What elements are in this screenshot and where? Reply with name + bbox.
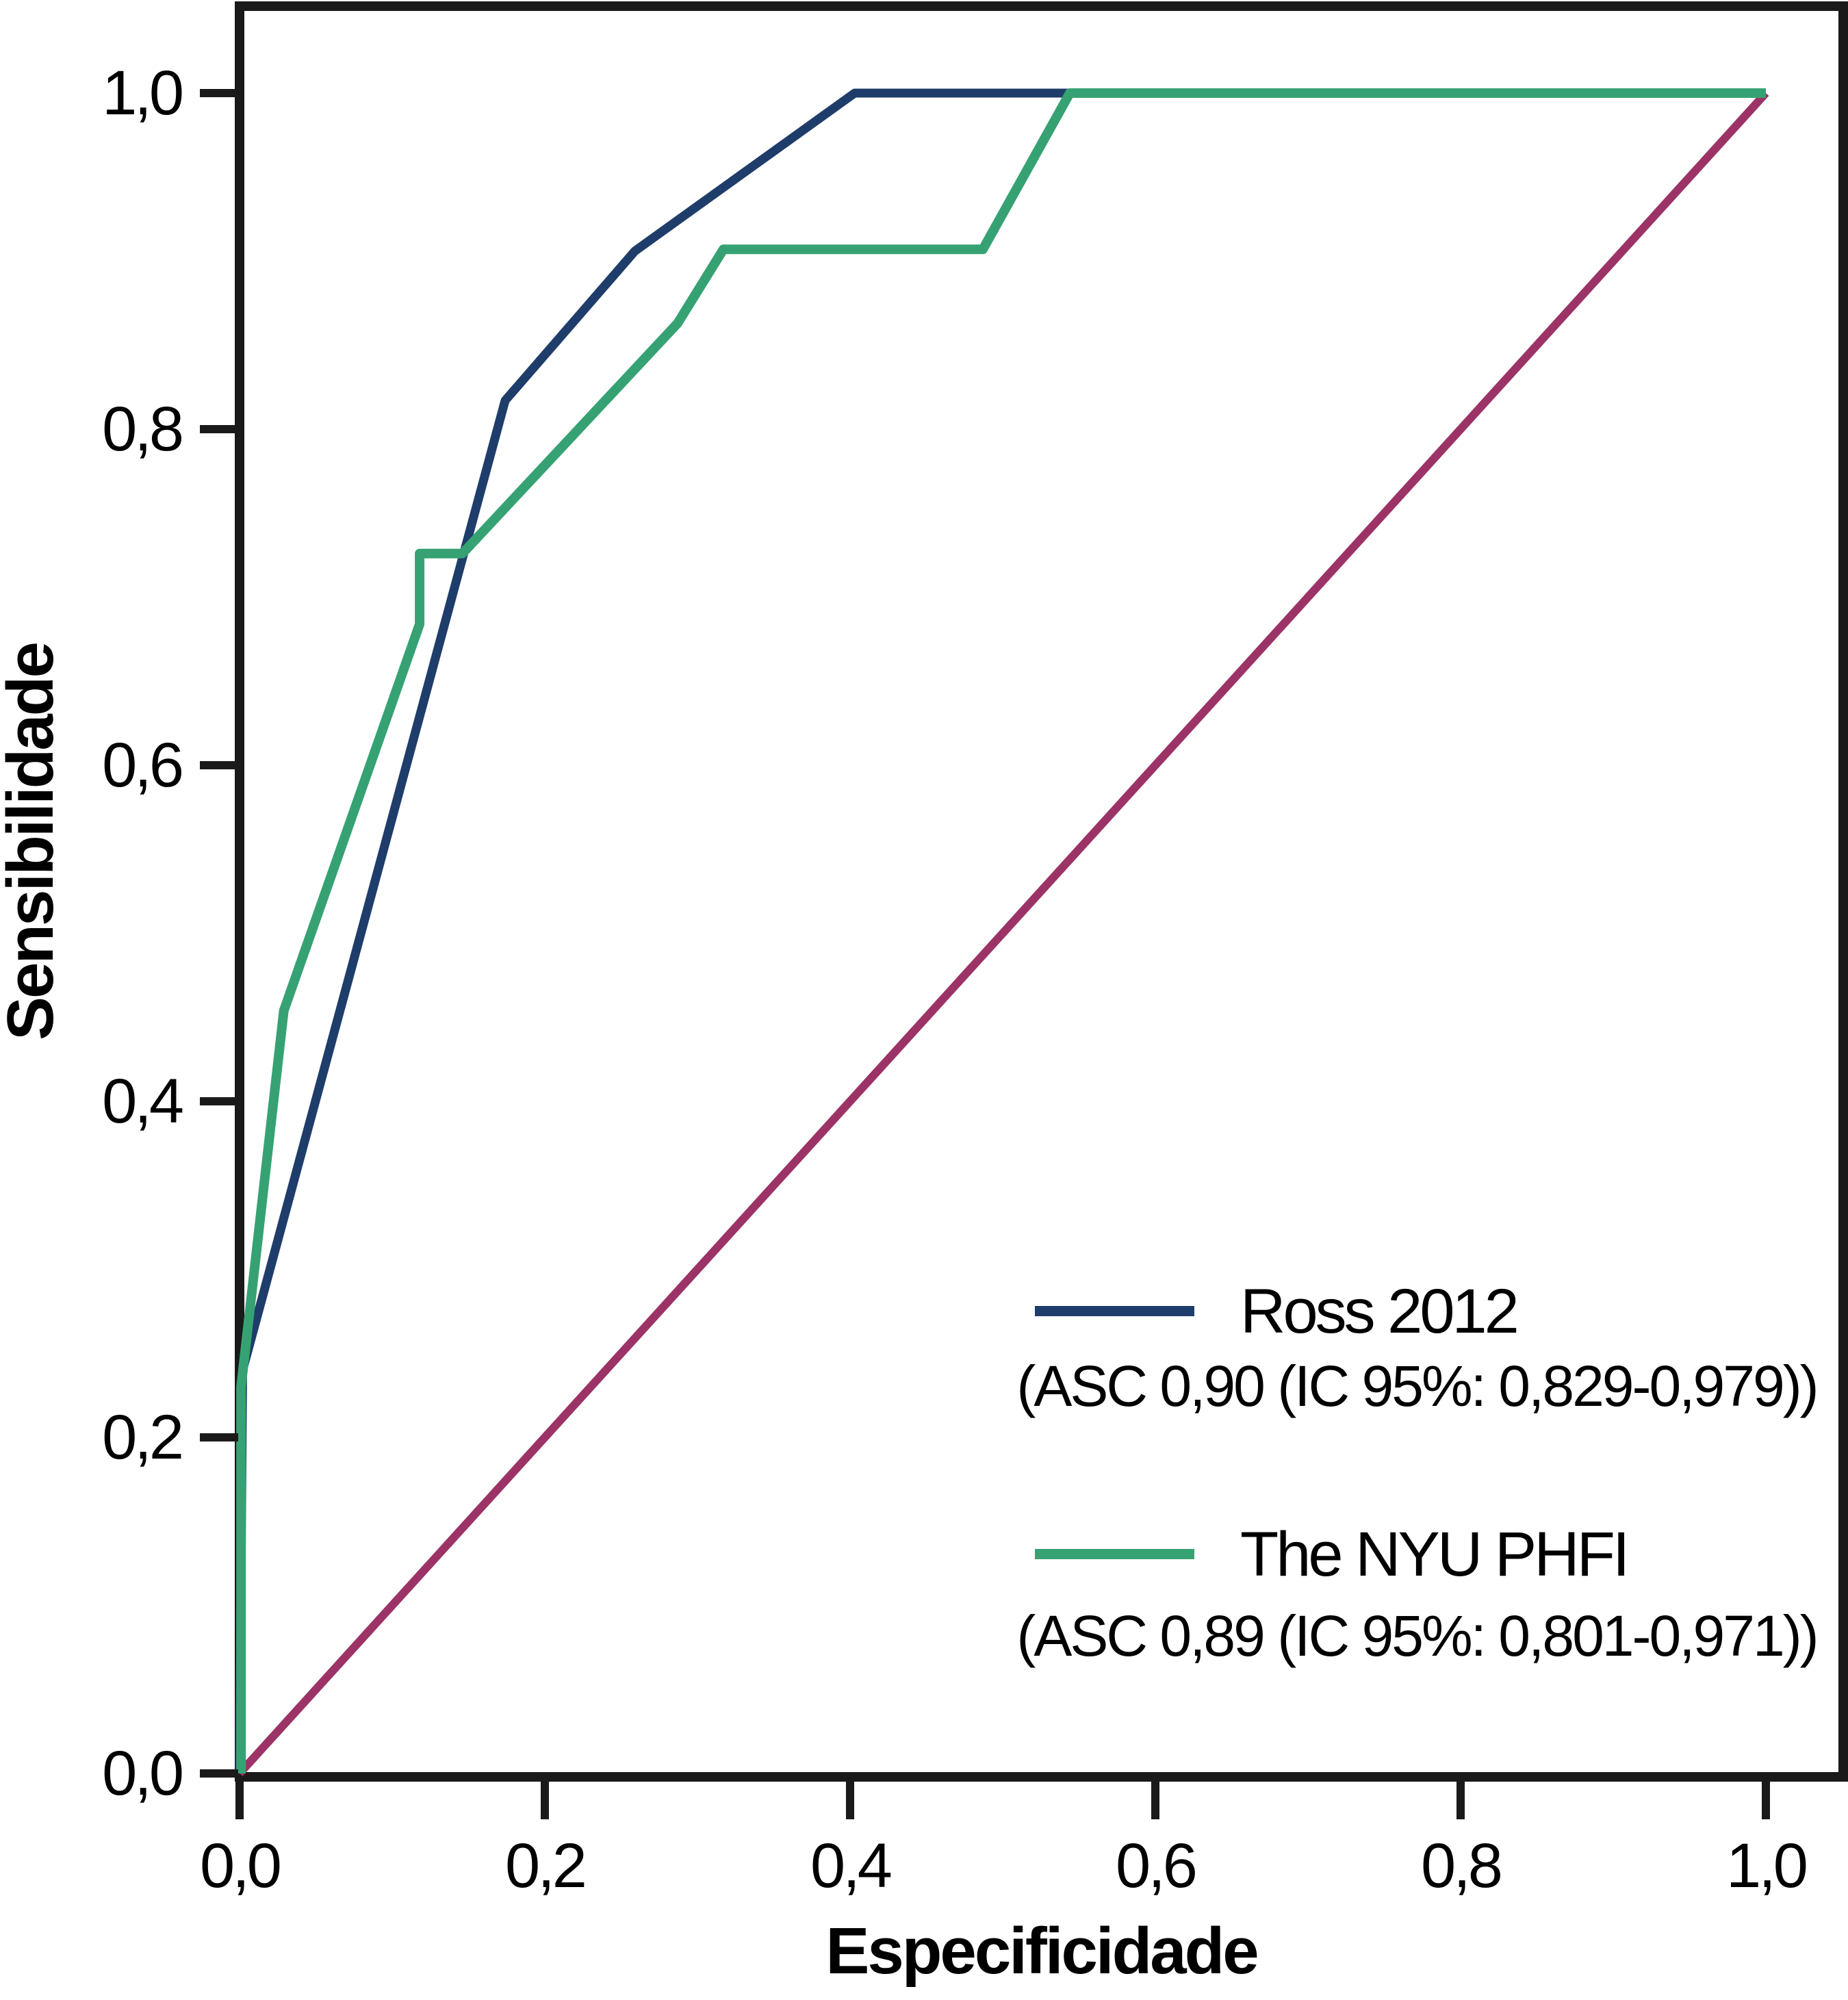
legend-label-ross-2012: Ross 2012: [1240, 1277, 1519, 1346]
y-tick-label-0,0: 0,0: [102, 1739, 184, 1808]
y-tick-mark-1,0: [200, 89, 238, 97]
legend-caption-nyu-phfi: (ASC 0,89 (IC 95%: 0,801-0,971)): [1016, 1604, 1819, 1668]
x-tick-mark-0,2: [541, 1782, 549, 1819]
legend-label-nyu-phfi: The NYU PHFI: [1240, 1520, 1630, 1589]
y-tick-label-0,2: 0,2: [102, 1402, 184, 1472]
x-tick-label-0,6: 0,6: [1116, 1831, 1198, 1901]
y-tick-label-1,0: 1,0: [102, 58, 184, 128]
y-axis-title: Sensibilidade: [0, 643, 67, 1040]
x-tick-label-0,2: 0,2: [505, 1831, 587, 1901]
x-tick-label-0,4: 0,4: [810, 1831, 893, 1901]
x-tick-label-0,8: 0,8: [1421, 1831, 1503, 1901]
legend-caption-ross-2012: (ASC 0,90 (IC 95%: 0,829-0,979)): [1016, 1354, 1819, 1418]
x-tick-mark-0,0: [235, 1782, 244, 1819]
y-tick-mark-0,8: [200, 425, 238, 433]
y-tick-mark-0,2: [200, 1433, 238, 1441]
y-tick-label-0,8: 0,8: [102, 394, 184, 464]
y-tick-mark-0,0: [200, 1769, 238, 1778]
x-axis-title: Especificidade: [825, 1914, 1259, 1988]
y-tick-mark-0,4: [200, 1097, 238, 1105]
x-tick-mark-0,6: [1151, 1782, 1159, 1819]
y-tick-mark-0,6: [200, 761, 238, 769]
the-nyu-phfi-curve: [236, 88, 1766, 1773]
plot-frame: [235, 1, 1848, 1782]
reference-diagonal: [236, 90, 1769, 1777]
x-tick-mark-1,0: [1762, 1782, 1770, 1819]
x-tick-label-1,0: 1,0: [1726, 1831, 1808, 1901]
y-tick-label-0,4: 0,4: [102, 1066, 184, 1136]
x-tick-label-0,0: 0,0: [200, 1831, 282, 1901]
legend-swatch-ross-2012: [1035, 1306, 1194, 1316]
x-tick-mark-0,4: [846, 1782, 854, 1819]
x-tick-mark-0,8: [1456, 1782, 1465, 1819]
y-tick-label-0,6: 0,6: [102, 730, 184, 800]
legend-swatch-nyu-phfi: [1035, 1549, 1194, 1559]
